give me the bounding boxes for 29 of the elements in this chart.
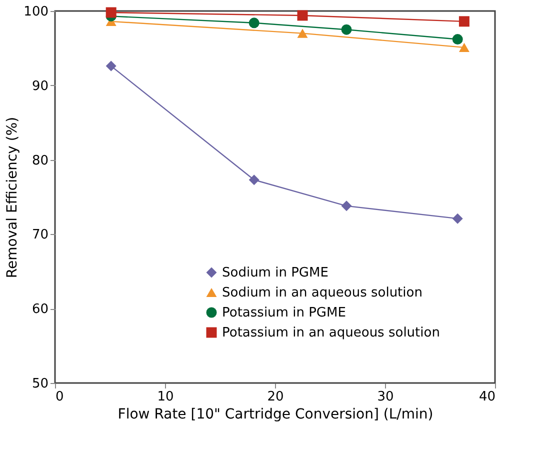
y-tick-label: 90 xyxy=(32,78,48,94)
point xyxy=(106,60,116,72)
y-tick-label: 70 xyxy=(32,228,48,243)
point xyxy=(248,174,260,186)
x-tick-label: 10 xyxy=(157,390,174,404)
x-tick-label: 20 xyxy=(267,390,284,404)
x-tick-label: 30 xyxy=(377,390,394,404)
legend-label: Potassium in an aqueous solution xyxy=(222,326,440,340)
legend-label: Sodium in an aqueous solution xyxy=(222,286,422,300)
point xyxy=(248,18,260,28)
x-tick-label: 0 xyxy=(56,390,64,404)
point xyxy=(458,42,470,52)
point xyxy=(106,7,116,18)
x-tick-label: 40 xyxy=(478,390,496,404)
point xyxy=(297,10,308,21)
point xyxy=(452,34,463,45)
x-axis-title: Flow Rate [10" Cartridge Conversion] (L/min) xyxy=(118,406,434,422)
legend-label: Potassium in PGME xyxy=(222,306,346,320)
point xyxy=(458,16,470,27)
y-axis-title: Removal Efficiency (%) xyxy=(4,116,21,278)
y-tick-label: 60 xyxy=(32,302,48,318)
y-tick-label: 80 xyxy=(32,153,48,168)
legend-label: Sodium in PGME xyxy=(222,266,328,280)
y-tick-label: 50 xyxy=(32,376,48,392)
point xyxy=(297,28,308,38)
point xyxy=(341,200,352,212)
point xyxy=(452,213,463,224)
y-tick-label: 100 xyxy=(24,4,48,20)
point xyxy=(341,24,352,35)
